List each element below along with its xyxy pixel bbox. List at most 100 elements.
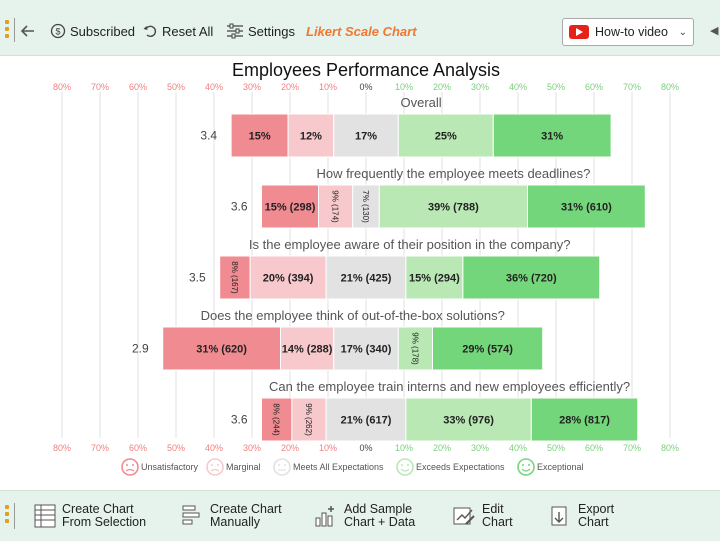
mean-score-label: 3.6	[231, 200, 248, 214]
legend-label: Unsatisfactory	[141, 462, 199, 472]
axis-tick-label: 0%	[359, 443, 372, 453]
axis-tick-label: 80%	[661, 82, 679, 92]
bar-segment	[378, 184, 528, 229]
mean-score-label: 2.9	[132, 342, 149, 356]
edit-line1: Edit	[482, 502, 504, 516]
axis-tick-label: 40%	[509, 82, 527, 92]
axis-tick-label: 50%	[167, 443, 185, 453]
data-label: 8% (167)	[230, 261, 239, 294]
data-label: 25%	[435, 131, 457, 143]
youtube-icon	[569, 25, 589, 39]
data-label: 17%	[355, 131, 377, 143]
bar-segment	[397, 326, 433, 371]
legend-face-eye	[401, 464, 403, 466]
axis-tick-label: 80%	[53, 443, 71, 453]
axis-tick-label: 70%	[91, 443, 109, 453]
svg-text:$: $	[55, 27, 60, 37]
legend-face-eye	[407, 464, 409, 466]
grip-handle-icon[interactable]	[5, 505, 9, 525]
legend-face-eye	[132, 464, 134, 466]
undo-icon	[143, 25, 157, 38]
sample-line1: Add Sample	[344, 502, 413, 516]
mean-score-label: 3.4	[200, 129, 217, 143]
table-grid-icon	[34, 504, 56, 528]
legend-face-icon	[396, 458, 414, 476]
grip-handle-icon[interactable]	[5, 20, 9, 40]
legend-face-mouth	[210, 468, 220, 472]
axis-tick-label: 30%	[243, 82, 261, 92]
bar-segment	[492, 113, 612, 158]
subscribed-button[interactable]: $ Subscribed	[50, 22, 135, 40]
data-label: 29% (574)	[462, 344, 513, 356]
settings-label: Settings	[248, 23, 295, 39]
data-label: 36% (720)	[506, 273, 557, 285]
legend-label: Marginal	[226, 462, 261, 472]
bottom-toolbar: Create Chart From Selection Create Chart M…	[0, 490, 720, 541]
export-icon	[551, 506, 567, 526]
axis-tick-label: 80%	[661, 443, 679, 453]
bar-segment	[280, 326, 335, 371]
bar-segment	[162, 326, 281, 371]
mean-score-label: 3.6	[231, 413, 248, 427]
axis-tick-label: 20%	[281, 82, 299, 92]
create-chart-manually-button[interactable]: Create Chart Manually	[182, 500, 282, 532]
how-to-video-dropdown[interactable]: How-to video ⌄	[562, 18, 694, 46]
legend-face-eye	[126, 464, 128, 466]
back-button[interactable]	[20, 22, 40, 40]
axis-tick-label: 30%	[471, 443, 489, 453]
bar-segment	[325, 255, 407, 300]
data-label: 31% (620)	[196, 344, 247, 356]
legend-face-icon	[273, 458, 291, 476]
data-label: 12%	[300, 131, 322, 143]
bar-segment	[261, 184, 319, 229]
legend-face-eye	[217, 464, 219, 466]
axis-tick-label: 60%	[585, 82, 603, 92]
chart-title: Employees Performance Analysis	[232, 60, 500, 80]
legend-face-eye	[278, 464, 280, 466]
add-sample-chart-button[interactable]: Add Sample Chart + Data	[314, 500, 415, 532]
data-label: 7% (130)	[361, 190, 370, 223]
bar-segment	[527, 184, 646, 229]
axis-tick-label: 70%	[623, 82, 641, 92]
export-chart-button[interactable]: Export Chart	[550, 500, 614, 532]
axis-tick-label: 10%	[395, 443, 413, 453]
sample-line2: Chart + Data	[344, 515, 416, 529]
data-label: 39% (788)	[428, 202, 479, 214]
axis-tick-label: 20%	[433, 82, 451, 92]
axis-tick-label: 10%	[395, 82, 413, 92]
data-label: 8% (244)	[272, 403, 281, 436]
export-line1: Export	[578, 502, 615, 516]
legend-face-eye	[211, 464, 213, 466]
axis-tick-label: 10%	[319, 443, 337, 453]
legend-face-icon	[206, 458, 224, 476]
reset-all-button[interactable]: Reset All	[142, 22, 213, 40]
legend-face-mouth	[400, 468, 410, 472]
create-chart-from-selection-button[interactable]: Create Chart From Selection	[34, 500, 146, 532]
legend-face-eye	[522, 464, 524, 466]
legend-face-eye	[528, 464, 530, 466]
axis-tick-label: 70%	[91, 82, 109, 92]
bar-segment	[287, 113, 335, 158]
back-arrow-icon	[20, 25, 34, 37]
legend-label: Meets All Expectations	[293, 462, 384, 472]
axis-tick-label: 50%	[167, 82, 185, 92]
edit-chart-button[interactable]: Edit Chart	[452, 500, 513, 532]
question-label: Can the employee train interns and new e…	[269, 379, 630, 394]
question-label: Is the employee aware of their position …	[249, 237, 571, 252]
data-label: 33% (976)	[443, 415, 494, 427]
mean-score-label: 3.5	[189, 271, 206, 285]
collapse-arrow-icon[interactable]: ◀	[710, 25, 719, 37]
bar-segment	[405, 255, 464, 300]
axis-tick-label: 60%	[585, 443, 603, 453]
settings-button[interactable]: Settings	[226, 22, 295, 40]
app-title: Likert Scale Chart	[306, 23, 417, 39]
axis-tick-label: 80%	[53, 82, 71, 92]
bar-segment	[291, 397, 327, 442]
bar-segment	[405, 397, 532, 442]
create-manual-line1: Create Chart	[210, 502, 282, 516]
data-label: 15% (298)	[265, 202, 316, 214]
bar-segment	[249, 255, 327, 300]
bar-segment	[318, 184, 354, 229]
likert-chart: Employees Performance Analysis 80% 70% 60% 5…	[0, 56, 720, 490]
data-label: 9% (262)	[304, 403, 313, 436]
